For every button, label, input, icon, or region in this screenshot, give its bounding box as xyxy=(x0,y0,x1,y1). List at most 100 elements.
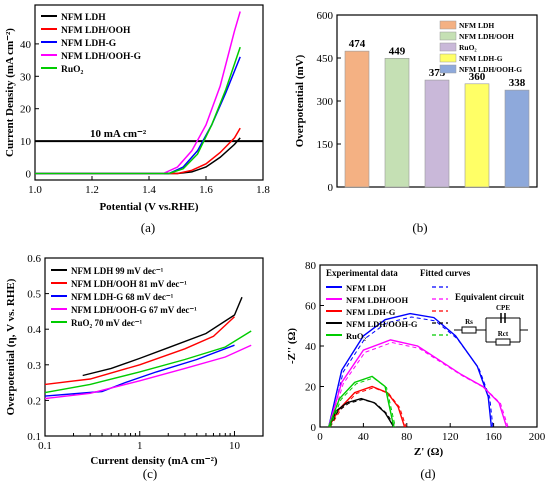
panel-b-legend-swatch xyxy=(439,20,457,30)
panel-d-circuit-title: Equivalent circuit xyxy=(455,292,524,302)
panel-d-legend-label: NFM LDH/OOH-G xyxy=(346,319,418,329)
panel-b-legend-swatch xyxy=(439,31,457,41)
panel-d-xtick-label: 200 xyxy=(529,431,546,443)
panel-d-ytick-label: 0 xyxy=(311,422,317,434)
panel-a-series-line xyxy=(35,46,241,175)
panel-d-xlabel: Z' (Ω) xyxy=(414,446,444,458)
panel-d-ytick-label: 60 xyxy=(305,301,317,313)
panel-b-bar xyxy=(384,57,410,188)
panel-c-legend-label: NFM LDH/OOH 81 mV dec⁻¹ xyxy=(71,279,187,289)
panel-d-xtick-label: 80 xyxy=(401,431,413,443)
panel-c-legend-label: NFM LDH-G 68 mV dec⁻¹ xyxy=(71,292,174,302)
panel-b-value-label: 360 xyxy=(469,71,486,83)
panel-a-ytick-label: 40 xyxy=(20,39,32,51)
panel-a-series-line xyxy=(35,137,241,175)
panel-b-legend-label: NFM LDH/OOH-G xyxy=(459,65,522,74)
panel-c-xtick-label: 0.1 xyxy=(38,440,52,452)
panel-b-legend-swatch xyxy=(439,42,457,52)
panel-a-legend-label: NFM LDH xyxy=(61,13,106,23)
panel-c-legend-label: RuO₂ 70 mV dec⁻¹ xyxy=(71,318,143,328)
panel-d-fitted-curve xyxy=(329,377,396,428)
panel-a-ytick-label: 0 xyxy=(26,169,32,181)
panel-a-ylabel: Current Density (mA cm⁻²) xyxy=(4,28,16,157)
panel-d-fitted-curve xyxy=(329,398,396,428)
panel-d-fitted-curve xyxy=(329,341,509,428)
panel-b-legend-swatch xyxy=(439,64,457,74)
panel-b-ytick-label: 600 xyxy=(317,10,334,22)
panel-b-ytick-label: 300 xyxy=(317,96,334,108)
panel-a-xtick-label: 1.0 xyxy=(28,184,42,196)
panel-a-xtick-label: 1.4 xyxy=(142,184,156,196)
panel-c-ylabel: Overpotential (η, V vs. RHE) xyxy=(5,278,17,415)
panel-d-label: (d) xyxy=(420,466,435,481)
panel-d-circuit-rs-label: Rs xyxy=(465,318,473,326)
panel-d-legend-label: NFM LDH-G xyxy=(346,307,396,317)
panel-c-series-line xyxy=(82,296,243,377)
panel-d-circuit-rct xyxy=(495,338,511,346)
panel-a-series-line xyxy=(35,127,241,175)
panel-d-xtick-label: 40 xyxy=(358,431,370,443)
panel-c-ytick-label: 0.3 xyxy=(27,360,41,372)
panel-a-series-line xyxy=(35,11,241,175)
panel-b-ytick-label: 0 xyxy=(328,182,334,194)
panel-c-ytick-label: 0.2 xyxy=(27,395,41,407)
panel-d-legend-label: NFM LDH/OOH xyxy=(346,295,408,305)
panel-d-ytick-label: 20 xyxy=(305,382,317,394)
panel-a-legend-label: NFM LDH/OOH-G xyxy=(61,52,142,62)
panel-b-ytick-label: 150 xyxy=(317,139,334,151)
panel-b-legend-label: NFM LDH/OOH xyxy=(459,32,514,41)
panel-a-ytick-label: 20 xyxy=(20,104,32,116)
panel-c-xlabel: Current density (mA cm⁻²) xyxy=(90,455,217,467)
panel-b-bar xyxy=(344,50,370,188)
panel-a-reference-label: 10 mA cm⁻² xyxy=(90,128,147,140)
panel-c-xtick-label: 1 xyxy=(137,440,143,452)
panel-d-xtick-label: 160 xyxy=(485,431,502,443)
panel-d-fitted-curve xyxy=(329,387,407,428)
panel-d-xtick-label: 0 xyxy=(317,431,323,443)
panel-a-label: (a) xyxy=(141,220,155,235)
panel-b-bar xyxy=(424,79,450,188)
panel-d-legend-header-experimental: Experimental data xyxy=(326,268,398,278)
panel-d-circuit-rct-label: Rct xyxy=(498,330,509,338)
panel-a-legend-label: RuO₂ xyxy=(61,65,84,75)
panel-d-legend-label: RuO₂ xyxy=(346,331,366,341)
panel-d-ytick-label: 80 xyxy=(305,260,317,272)
panel-c-ytick-label: 0.1 xyxy=(27,431,41,443)
panel-b-legend-label: NFM LDH xyxy=(459,21,494,30)
panel-b-bar xyxy=(504,89,530,188)
panel-b-bar xyxy=(464,83,490,188)
panel-b-value-label: 338 xyxy=(509,77,526,89)
panel-b-legend-label: NFM LDH-G xyxy=(459,54,503,63)
panel-d-ylabel: -Z'' (Ω) xyxy=(286,328,298,364)
panel-a-ytick-label: 10 xyxy=(20,136,32,148)
panel-a-legend-label: NFM LDH/OOH xyxy=(61,26,131,36)
panel-d-series-line xyxy=(328,312,493,428)
panel-d-legend-label: NFM LDH xyxy=(346,283,386,293)
panel-c-series-line xyxy=(44,344,252,400)
panel-c-frame xyxy=(44,257,264,437)
panel-d-circuit-cpe-label: CPE xyxy=(496,304,510,312)
panel-c-xtick-label: 10 xyxy=(229,440,241,452)
panel-c-legend-label: NFM LDH 99 mV dec⁻¹ xyxy=(71,266,164,276)
panel-a-xtick-label: 1.2 xyxy=(85,184,99,196)
panel-c-legend-label: NFM LDH/OOH-G 67 mV dec⁻¹ xyxy=(71,305,197,315)
panel-c-series-line xyxy=(44,330,252,394)
panel-b-label: (b) xyxy=(412,220,427,235)
panel-c-series-line xyxy=(44,316,235,386)
panel-d-fitted-curve xyxy=(329,316,494,428)
panel-c-ytick-label: 0.6 xyxy=(27,253,41,265)
panel-d-ytick-label: 40 xyxy=(305,341,317,353)
panel-d-series-line xyxy=(328,375,395,428)
panel-d-circuit-rs xyxy=(461,326,477,334)
panel-b-legend-label: RuO₂ xyxy=(459,43,477,52)
panel-c-ytick-label: 0.5 xyxy=(27,289,41,301)
panel-b-ylabel: Overpotential (mV) xyxy=(294,54,306,147)
panel-c-label: (c) xyxy=(143,466,157,481)
panel-c-ytick-label: 0.4 xyxy=(27,324,41,336)
panel-a-xtick-label: 1.6 xyxy=(199,184,213,196)
panel-b-value-label: 474 xyxy=(349,38,366,50)
panel-b-ytick-label: 450 xyxy=(317,53,334,65)
panel-b-legend-swatch xyxy=(439,53,457,63)
panel-a-ytick-label: 30 xyxy=(20,71,32,83)
